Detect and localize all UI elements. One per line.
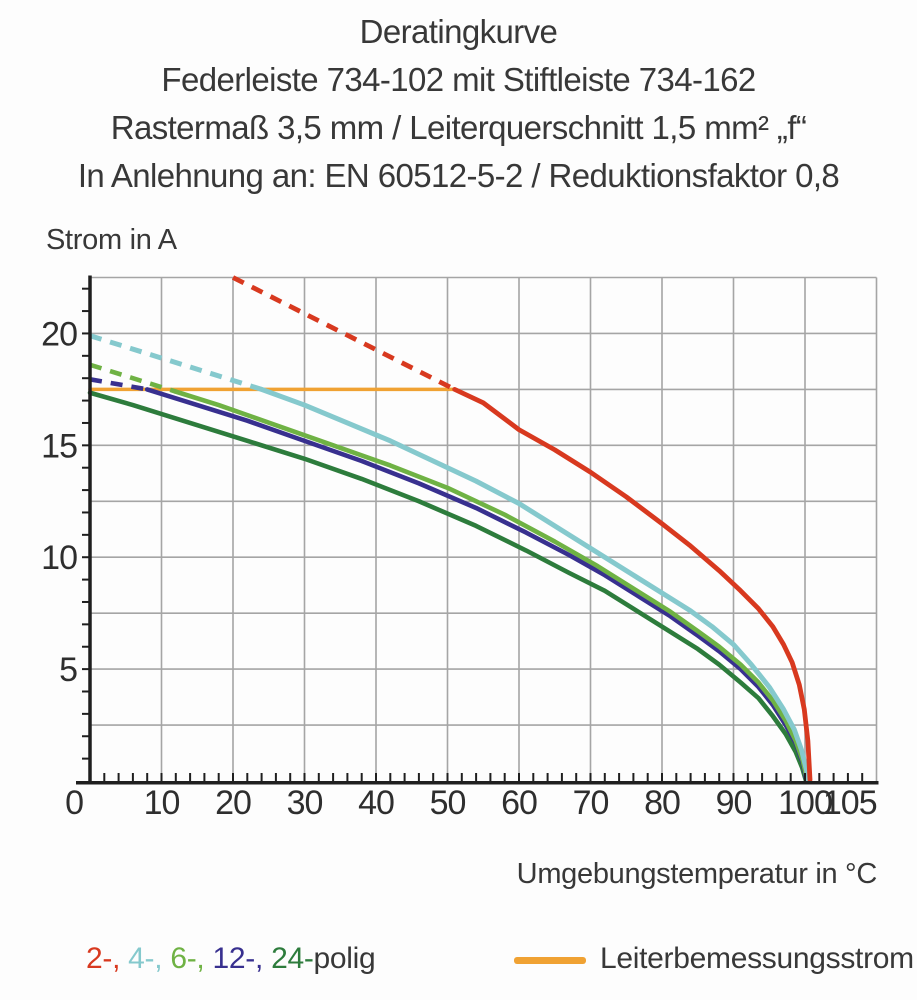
rated-current-line-swatch — [514, 956, 586, 964]
x-tick-label-10: 10 — [144, 784, 180, 822]
series-6-polig — [89, 362, 810, 783]
x-tick-label-50: 50 — [430, 784, 466, 822]
gridlines — [90, 276, 878, 781]
y-axis-title: Strom in A — [46, 224, 177, 256]
legend-pole-counts: 2-, 4-, 6-, 12-, 24-polig — [86, 942, 376, 976]
x-tick-label-100: 100 — [778, 784, 832, 822]
page-title: Deratingkurve — [359, 13, 558, 50]
origin-tick-label: 0 — [65, 784, 84, 822]
series-4-polig — [89, 333, 811, 783]
y-tick-label-10: 10 — [41, 539, 77, 577]
x-axis-title: Umgebungstemperatur in °C — [516, 858, 878, 890]
legend-pole-item: 4-, — [128, 942, 163, 975]
x-tick-label-105: 105 — [823, 784, 877, 822]
axis-ticks — [82, 287, 864, 781]
x-tick-label-70: 70 — [573, 784, 609, 822]
legend-pole-item: 2-, — [86, 942, 121, 975]
subtitle-specs: Rastermaß 3,5 mm / Leiterquerschnitt 1,5… — [110, 109, 807, 146]
subtitle-standard: In Anlehnung an: EN 60512-5-2 / Reduktio… — [77, 157, 840, 194]
rated-current-label: Leiterbemessungsstrom — [600, 942, 914, 975]
axes — [76, 275, 879, 785]
y-tick-label-5: 5 — [59, 651, 77, 689]
legend-pole-item: 6-, — [170, 942, 205, 975]
y-tick-label-20: 20 — [41, 315, 77, 353]
y-tick-label-15: 15 — [41, 427, 77, 465]
legend-pole-item: 24- — [271, 942, 314, 975]
legend-pole-item: 12-, — [212, 942, 264, 975]
legend-rated-current: Leiterbemessungsstrom — [514, 942, 914, 976]
series-2-polig — [231, 275, 813, 783]
x-tick-label-90: 90 — [716, 784, 752, 822]
legend-pole-suffix: polig — [313, 942, 376, 975]
x-tick-label-40: 40 — [358, 784, 394, 822]
x-tick-label-60: 60 — [501, 784, 537, 822]
x-tick-label-30: 30 — [287, 784, 323, 822]
subtitle-product: Federleiste 734-102 mit Stiftleiste 734-… — [161, 61, 756, 98]
series-24-polig — [87, 390, 809, 783]
x-tick-label-20: 20 — [215, 784, 251, 822]
chart-header: Deratingkurve Federleiste 734-102 mit St… — [0, 8, 917, 200]
x-tick-label-80: 80 — [644, 784, 680, 822]
series-12-polig — [89, 377, 809, 783]
